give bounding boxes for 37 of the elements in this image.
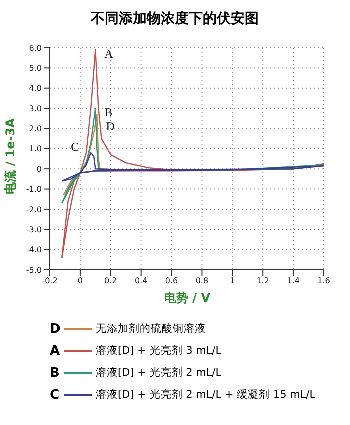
text: D <box>50 322 61 336</box>
x-axis-title: 电势 / V <box>163 290 212 307</box>
y-axis-title: 电流 / 1e-3A <box>2 118 18 194</box>
x-tick-label: -0.2 <box>42 276 58 286</box>
annotation: B <box>104 106 113 120</box>
y-tick-label: -5.0 <box>26 266 42 275</box>
x-tick-label: 0 <box>78 276 83 286</box>
legend-label: 溶液[D] + 光亮剂 3 mL/L <box>96 344 222 358</box>
y-tick-label: -1.0 <box>26 185 42 194</box>
x-tick-label: 1.4 <box>287 276 300 286</box>
y-tick-label: -4.0 <box>26 246 42 255</box>
x-tick-label: 1.2 <box>256 276 270 286</box>
y-tick-label: 0 <box>36 164 42 174</box>
x-tick-label: 0.2 <box>104 276 118 286</box>
text: A <box>50 344 60 358</box>
y-tick-label: 4.0 <box>29 84 42 94</box>
y-tick-label: 2.0 <box>29 124 42 134</box>
y-tick-label: 5.0 <box>29 64 42 74</box>
y-tick-label: 3.0 <box>29 104 42 114</box>
x-tick-label: 1.6 <box>318 276 330 286</box>
y-tick-label: 1.0 <box>29 144 42 154</box>
chart-title: 不同添加物浓度下的伏安图 <box>90 10 260 28</box>
annotation: D <box>106 120 116 134</box>
legend-label: 无添加剂的硫酸铜溶液 <box>96 322 206 336</box>
annotation: A <box>104 47 114 62</box>
y-tick-label: -2.0 <box>26 205 42 214</box>
x-tick-label: 1 <box>230 276 236 286</box>
y-tick-label: -3.0 <box>26 225 42 234</box>
annotation: C <box>71 140 80 154</box>
y-tick-label: 6.0 <box>29 44 42 53</box>
text: B <box>50 366 60 380</box>
x-tick-label: 0.4 <box>134 276 148 286</box>
x-tick-label: 0.8 <box>196 276 209 286</box>
legend-label: 溶液[D] + 光亮剂 2 mL/L <box>96 366 222 380</box>
legend-label: 溶液[D] + 光亮剂 2 mL/L + 缓凝剂 15 mL/L <box>96 388 316 402</box>
text: C <box>50 388 60 402</box>
x-tick-label: 0.6 <box>165 276 178 286</box>
